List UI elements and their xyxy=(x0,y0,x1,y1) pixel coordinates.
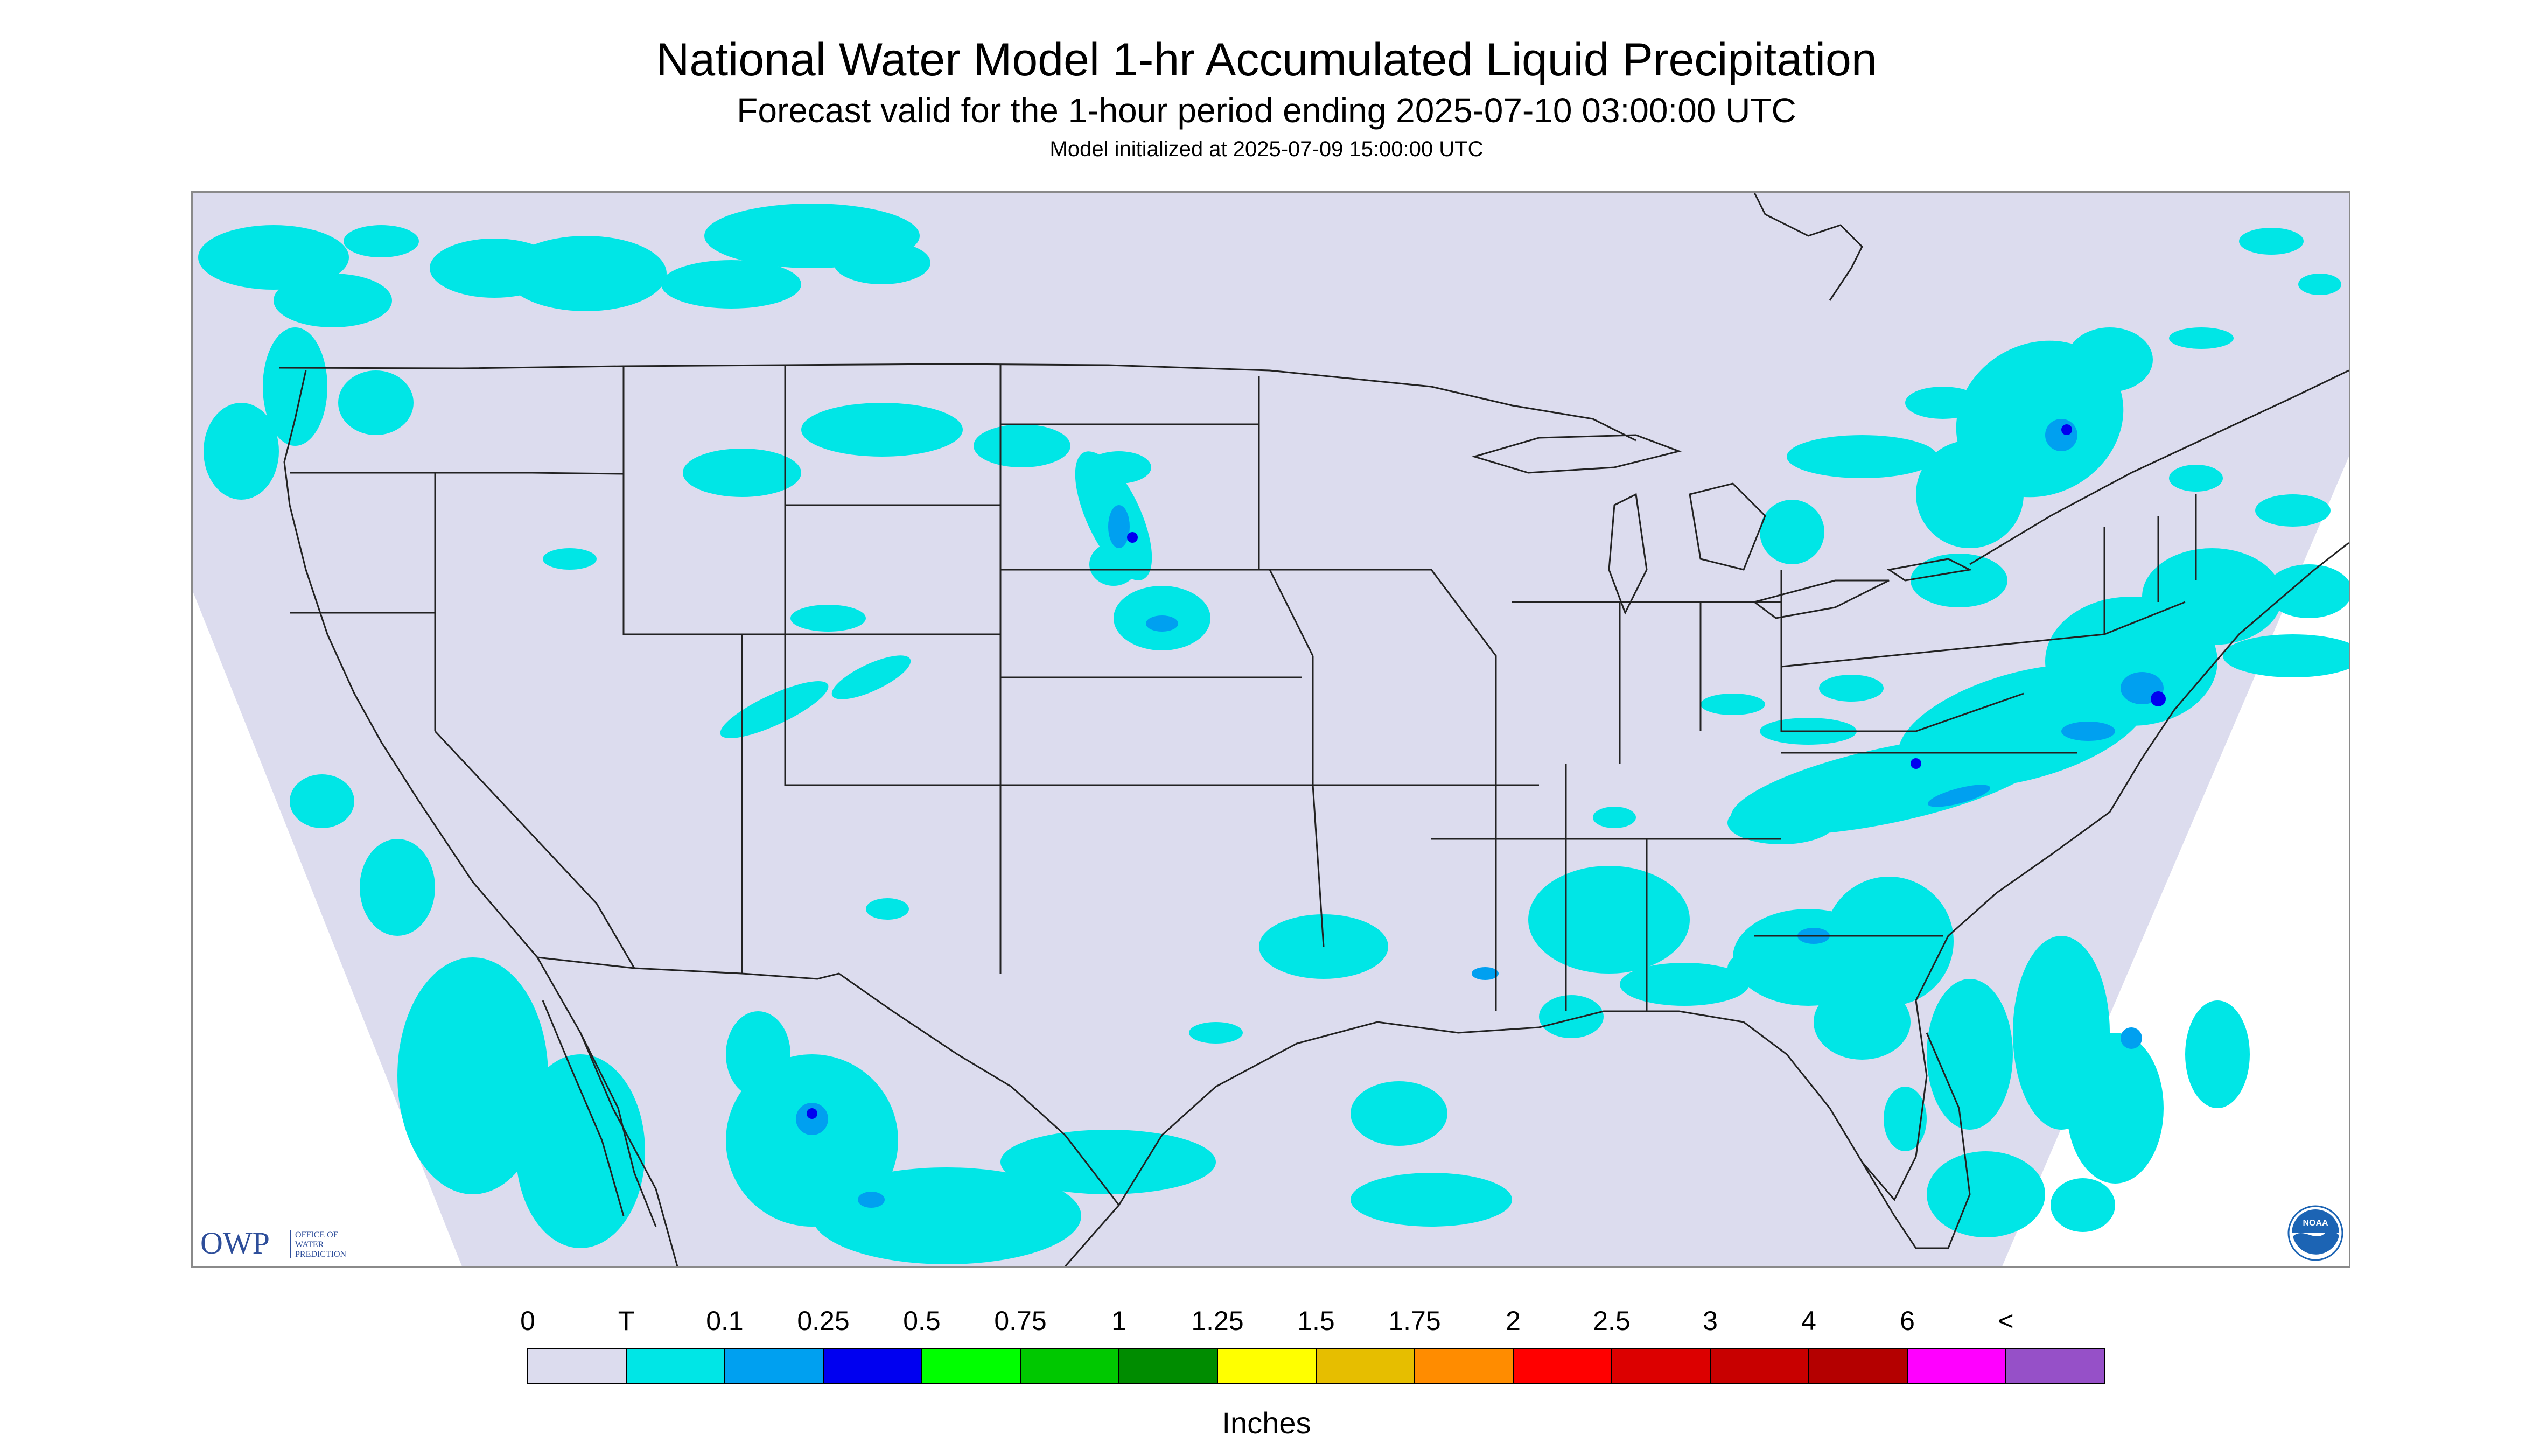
model-init-text: Model initialized at 2025-07-09 15:00:00… xyxy=(1049,137,1484,161)
legend-swatch xyxy=(1710,1348,1809,1384)
precipitation-map: OWP OFFICE OF WATER PREDICTION NOAA xyxy=(191,191,2350,1268)
precip-moderate-areas xyxy=(796,419,2164,1208)
legend-label: 1 xyxy=(1111,1306,1126,1336)
owp-logo-letters: OWP xyxy=(200,1226,270,1260)
legend-swatch xyxy=(1414,1348,1514,1384)
legend-label: 1.75 xyxy=(1388,1306,1440,1336)
legend-label: 0.25 xyxy=(797,1306,849,1336)
legend-units: Inches xyxy=(1222,1406,1311,1440)
legend-swatch xyxy=(2005,1348,2105,1384)
map-canvas xyxy=(193,193,2349,1266)
owp-logo-line-3: PREDICTION xyxy=(295,1250,347,1259)
legend-label: 1.25 xyxy=(1191,1306,1243,1336)
legend-swatch xyxy=(1020,1348,1119,1384)
owp-logo: OWP OFFICE OF WATER PREDICTION xyxy=(200,1226,347,1260)
color-legend: 0 T 0.1 0.25 0.5 0.75 1 1.25 1.5 1.75 2 2.5 3 4 6 < Inc… xyxy=(520,1306,2105,1440)
legend-swatch xyxy=(724,1348,824,1384)
legend-swatch xyxy=(1611,1348,1711,1384)
legend-swatch xyxy=(1808,1348,1908,1384)
legend-label: 2 xyxy=(1506,1306,1521,1336)
legend-swatch xyxy=(1118,1348,1218,1384)
legend-label: 4 xyxy=(1801,1306,1816,1336)
legend-swatch xyxy=(823,1348,922,1384)
legend-swatch xyxy=(921,1348,1021,1384)
legend-label: 6 xyxy=(1900,1306,1915,1336)
legend-label: 0.75 xyxy=(994,1306,1046,1336)
noaa-logo: NOAA xyxy=(2287,1205,2343,1261)
legend-swatch xyxy=(1217,1348,1317,1384)
legend-label: 1.5 xyxy=(1297,1306,1335,1336)
legend-label: 3 xyxy=(1703,1306,1718,1336)
precip-trace-areas xyxy=(198,204,2349,1264)
legend-swatch xyxy=(527,1348,627,1384)
map-subtitle: Forecast valid for the 1-hour period end… xyxy=(737,91,1796,130)
owp-logo-line-2: WATER xyxy=(295,1240,324,1249)
legend-label: 0.1 xyxy=(706,1306,744,1336)
legend-swatch xyxy=(1513,1348,1612,1384)
owp-logo-line-1: OFFICE OF xyxy=(295,1230,338,1240)
map-title: National Water Model 1-hr Accumulated Li… xyxy=(656,34,1877,86)
legend-label: T xyxy=(618,1306,635,1336)
legend-label: 0.5 xyxy=(903,1306,941,1336)
political-boundaries xyxy=(278,193,2349,1266)
legend-swatch xyxy=(626,1348,725,1384)
legend-label: 2.5 xyxy=(1593,1306,1631,1336)
precip-heavy-areas xyxy=(807,424,2166,1119)
legend-swatch xyxy=(1316,1348,1415,1384)
noaa-logo-text: NOAA xyxy=(2303,1219,2328,1228)
legend-label: 0 xyxy=(520,1306,535,1336)
legend-label: < xyxy=(1998,1306,2013,1336)
legend-swatch xyxy=(1907,1348,2006,1384)
